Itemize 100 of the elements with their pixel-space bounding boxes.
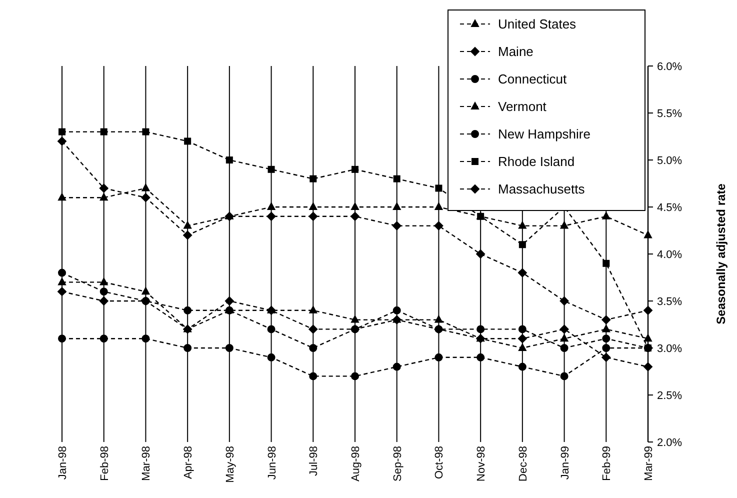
point (518, 221, 526, 229)
y-axis-title: Seasonally adjusted rate (714, 183, 728, 324)
point (58, 278, 66, 286)
point (518, 268, 527, 278)
point (392, 306, 401, 314)
y-tick-label: 5.0% (657, 154, 682, 167)
point (518, 362, 526, 371)
point (434, 315, 443, 323)
point (184, 138, 192, 145)
point (184, 344, 192, 352)
point (100, 128, 108, 136)
point (350, 212, 360, 221)
point (310, 175, 317, 182)
x-tick-label: Mar-98 (140, 446, 153, 481)
point (434, 202, 443, 210)
point (518, 325, 526, 334)
point (224, 296, 234, 306)
legend-label: Connecticut (498, 72, 568, 87)
point (644, 362, 652, 372)
point (476, 325, 485, 334)
x-tick-label: Oct-98 (434, 446, 446, 480)
x-tick-label: Jul-98 (308, 446, 320, 476)
point (267, 325, 276, 334)
point (476, 250, 486, 258)
point (476, 353, 485, 362)
point (100, 288, 108, 296)
point (602, 324, 610, 332)
point (142, 128, 150, 136)
point (184, 306, 192, 314)
point (644, 344, 652, 352)
point (266, 212, 276, 221)
point (142, 184, 150, 192)
point (602, 344, 610, 352)
point (434, 353, 443, 362)
point (518, 334, 527, 344)
point (352, 166, 358, 173)
y-tick-label: 2.5% (657, 390, 682, 402)
point (100, 278, 108, 286)
y-tick-label: 3.5% (657, 296, 682, 308)
legend-label: Massachusetts (498, 182, 586, 197)
point (225, 344, 234, 352)
point (100, 334, 108, 343)
point (518, 241, 526, 248)
point (308, 212, 318, 221)
point (267, 353, 276, 362)
point (58, 287, 66, 296)
x-tick-label: Feb-99 (601, 446, 614, 481)
point (644, 230, 652, 238)
x-tick-label: Nov-98 (476, 446, 488, 482)
legend-label: United States (498, 16, 577, 32)
legend-label: Rhode Island (498, 154, 575, 170)
y-tick-label: 6.0% (657, 60, 682, 73)
point (99, 296, 108, 306)
point (309, 372, 318, 380)
point (560, 221, 568, 229)
point (58, 193, 66, 201)
point (560, 296, 569, 306)
x-tick-label: Mar-99 (643, 446, 655, 481)
point (142, 287, 150, 295)
x-tick-label: Jan-98 (57, 446, 69, 480)
legend-label: New Hampshire (498, 126, 590, 142)
point (644, 334, 652, 342)
x-tick-label: Jan-99 (559, 446, 572, 480)
point (560, 334, 568, 342)
x-tick-label: Apr-98 (182, 446, 195, 480)
point (392, 221, 402, 230)
point (58, 334, 66, 343)
point (309, 344, 318, 352)
point (602, 260, 610, 267)
x-tick-label: May-98 (224, 446, 236, 483)
point (183, 230, 192, 240)
x-tick-label: Sep-98 (392, 446, 404, 482)
point (309, 306, 318, 314)
y-tick-label: 2.0% (657, 436, 682, 449)
point (518, 344, 526, 351)
point (392, 362, 401, 371)
y-tick-label: 4.5% (657, 202, 682, 214)
point (434, 221, 444, 230)
point (644, 306, 652, 315)
point (435, 184, 442, 192)
point (560, 324, 569, 334)
x-tick-label: Aug-98 (350, 446, 362, 482)
point (226, 156, 233, 164)
point (267, 202, 276, 210)
point (309, 202, 318, 210)
point (351, 202, 359, 210)
point (602, 315, 611, 324)
y-tick-label: 5.5% (657, 108, 682, 120)
point (602, 334, 610, 343)
point (393, 175, 400, 182)
point (142, 334, 150, 343)
point (351, 315, 359, 323)
point (602, 352, 611, 362)
legend-label: Vermont (498, 99, 547, 114)
y-tick-label: 3.0% (657, 342, 682, 355)
point (58, 128, 66, 136)
legend-label: Maine (498, 44, 534, 60)
x-tick-label: Feb-98 (98, 446, 111, 481)
x-tick-label: Dec-98 (517, 446, 530, 482)
point (351, 372, 359, 380)
